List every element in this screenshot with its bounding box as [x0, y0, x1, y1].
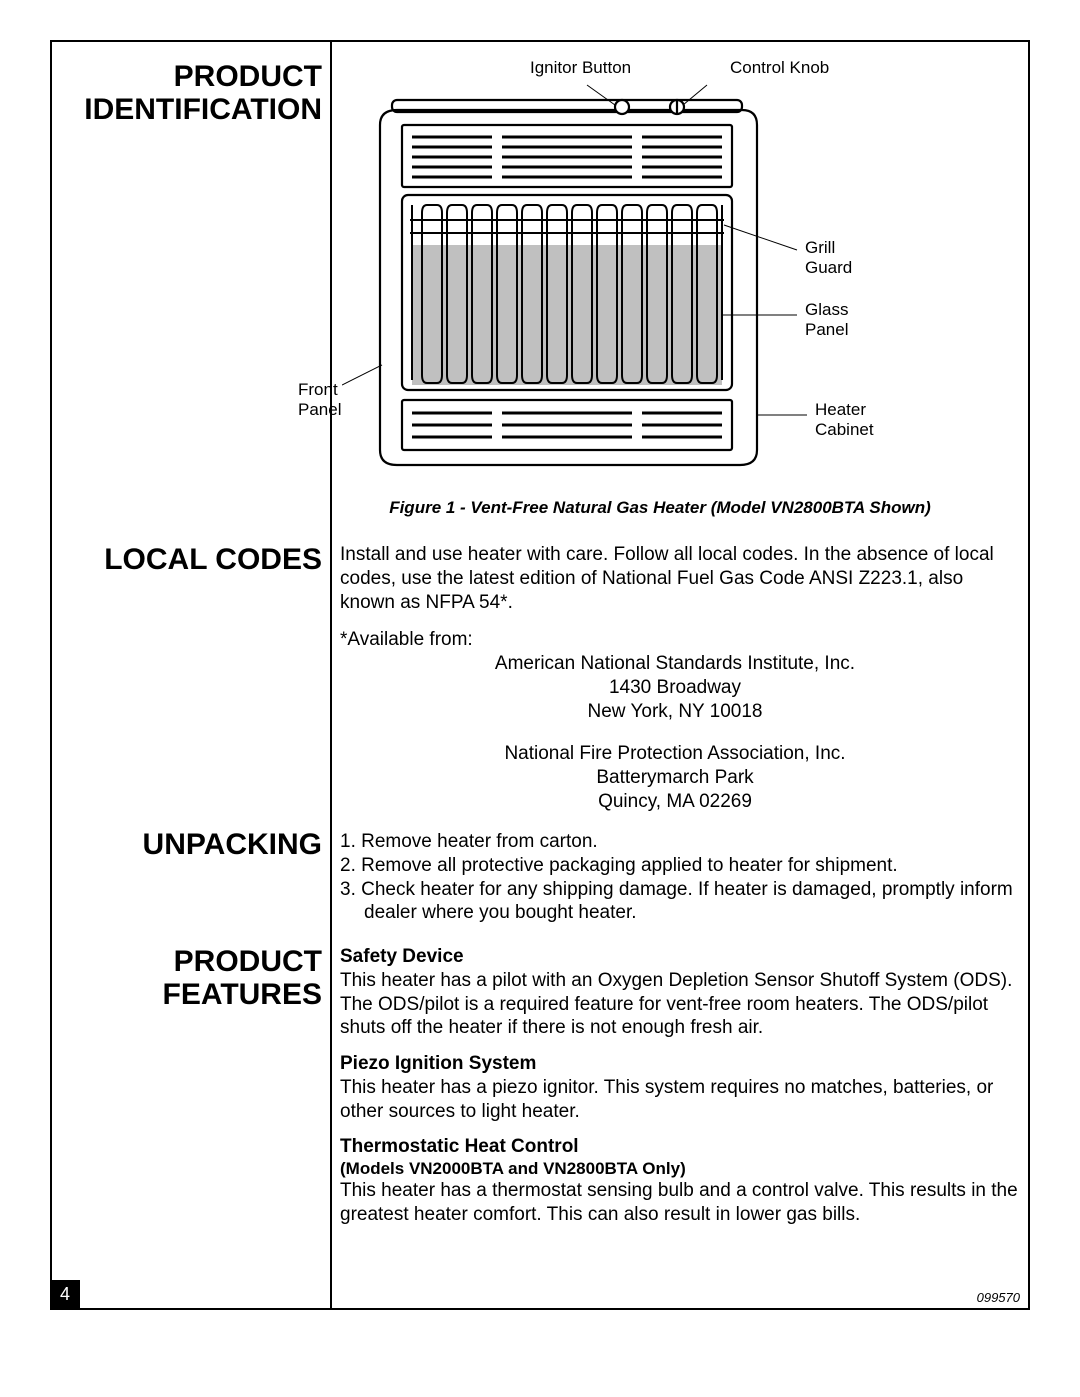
heading-unpacking: UNPACKING [50, 828, 322, 861]
figure-caption: Figure 1 - Vent-Free Natural Gas Heater … [340, 498, 980, 518]
addr2-line3: Quincy, MA 02269 [598, 791, 752, 812]
thermo-sub: (Models VN2000BTA and VN2800BTA Only) [340, 1159, 1020, 1179]
thermo-title: Thermostatic Heat Control [340, 1135, 1020, 1159]
label-front1: Front [298, 380, 338, 400]
addr2-line2: Batterymarch Park [596, 767, 753, 788]
heading-text: FEATURES [163, 978, 322, 1011]
label-glass2: Panel [805, 320, 848, 340]
heading-text: PRODUCT [174, 60, 322, 93]
heading-local-codes: LOCAL CODES [50, 543, 322, 576]
local-codes-para: Install and use heater with care. Follow… [340, 543, 1010, 614]
heading-text: PRODUCT [174, 945, 322, 978]
step3: 3. Check heater for any shipping damage.… [340, 878, 1020, 926]
safety-body: This heater has a pilot with an Oxygen D… [340, 969, 1020, 1040]
product-features-body: Safety Device This heater has a pilot wi… [340, 945, 1020, 1227]
addr2-line1: National Fire Protection Association, In… [504, 743, 845, 764]
label-grill1: Grill [805, 238, 835, 258]
step2: 2. Remove all protective packaging appli… [340, 854, 1020, 878]
heading-product-features: PRODUCT FEATURES [50, 945, 322, 1011]
label-front2: Panel [298, 400, 341, 420]
addr1-line2: 1430 Broadway [609, 677, 741, 698]
addr1: American National Standards Institute, I… [340, 652, 1010, 723]
piezo-title: Piezo Ignition System [340, 1052, 1020, 1076]
vertical-rule [330, 40, 332, 1310]
heater-illustration [342, 55, 982, 535]
safety-title: Safety Device [340, 945, 1020, 969]
label-glass1: Glass [805, 300, 848, 320]
unpacking-steps: 1. Remove heater from carton. 2. Remove … [340, 830, 1020, 925]
heading-product-id: PRODUCT IDENTIFICATION [50, 60, 322, 126]
thermo-body: This heater has a thermostat sensing bul… [340, 1179, 1020, 1227]
doc-id: 099570 [977, 1290, 1020, 1305]
heading-text: IDENTIFICATION [84, 93, 322, 126]
local-codes-avail: *Available from: [340, 628, 1010, 652]
addr1-line3: New York, NY 10018 [588, 701, 763, 722]
step1: 1. Remove heater from carton. [340, 830, 1020, 854]
addr2: National Fire Protection Association, In… [340, 742, 1010, 813]
piezo-body: This heater has a piezo ignitor. This sy… [340, 1076, 1020, 1124]
label-grill2: Guard [805, 258, 852, 278]
label-heater2: Cabinet [815, 420, 874, 440]
label-knob: Control Knob [730, 58, 829, 78]
page-number: 4 [50, 1280, 80, 1309]
addr1-line1: American National Standards Institute, I… [495, 653, 855, 674]
label-ignitor: Ignitor Button [530, 58, 631, 78]
label-heater1: Heater [815, 400, 866, 420]
